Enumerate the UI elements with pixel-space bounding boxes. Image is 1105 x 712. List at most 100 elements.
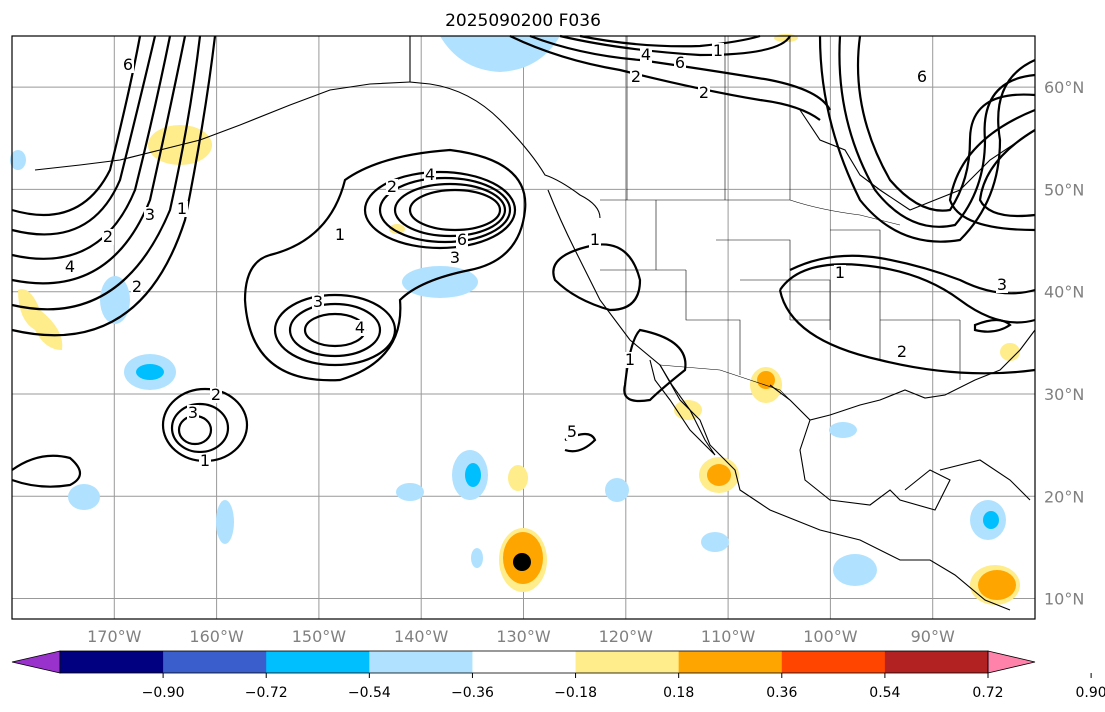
lat-tick-label: 40°N [1044, 283, 1084, 302]
contour-label-bg [102, 229, 114, 245]
shading [10, 34, 1020, 605]
contour-line [856, 35, 1036, 212]
contour-label-bg [640, 47, 652, 63]
contour-label: 4 [65, 257, 75, 276]
shade-lightblue [402, 266, 478, 298]
contour-label-bg [698, 85, 710, 101]
contour-line [11, 35, 202, 311]
shade-lightblue [396, 483, 424, 501]
lon-tick-label: 90°W [911, 627, 955, 646]
shade-lightblue [100, 276, 130, 324]
contour-line [838, 35, 1036, 228]
map-frame [11, 35, 1036, 620]
contour-line [973, 318, 1012, 333]
colorbar-tick-label: −0.54 [348, 685, 391, 701]
contour-label-bg [210, 387, 222, 403]
contour-label-bg [131, 279, 143, 295]
colorbar-segment [781, 651, 886, 673]
contour-label: 4 [425, 165, 435, 184]
shade-yellow [674, 400, 702, 420]
contour-line [288, 302, 382, 358]
lat-tick-label: 20°N [1044, 487, 1084, 506]
us-canada-border [600, 199, 901, 226]
contour-label-bg [566, 424, 578, 440]
contour-line [818, 35, 1036, 243]
lon-tick-label: 100°W [803, 627, 858, 646]
contour-label: 1 [200, 451, 210, 470]
contour-line [948, 108, 1036, 232]
lat-tick-label: 30°N [1044, 385, 1084, 404]
contour-line [11, 35, 142, 217]
contour-line [11, 454, 82, 488]
contour-line [509, 35, 821, 121]
contour-line [393, 182, 507, 238]
contour-label: 1 [177, 199, 187, 218]
contour-label-bg [630, 69, 642, 85]
contour-label-bg [199, 453, 211, 469]
contour-label: 2 [897, 342, 907, 361]
baja [649, 359, 716, 456]
contour-label-bg [187, 405, 199, 421]
colorbar-tick-label: −0.36 [451, 685, 494, 701]
coastlines [34, 36, 1036, 611]
contour-line [529, 34, 831, 111]
contour-label: 4 [355, 318, 365, 337]
shade-yellow [18, 289, 63, 350]
canada-provinces [626, 36, 791, 200]
gridlines [12, 36, 1035, 619]
contour-label-bg [334, 227, 346, 243]
plot-title: 2025090200 F036 [445, 11, 601, 31]
shade-blue [983, 511, 999, 529]
lon-tick-label: 150°W [292, 627, 347, 646]
shade-lightblue [471, 548, 483, 568]
contour-label: 6 [917, 67, 927, 86]
contour-label: 3 [188, 403, 198, 422]
lon-tick-label: 110°W [701, 627, 756, 646]
lon-tick-label: 170°W [87, 627, 142, 646]
shade-orange [757, 371, 775, 389]
shade-yellow [1000, 343, 1020, 361]
caribbean [939, 459, 1031, 501]
colorbar-segment [575, 651, 680, 673]
shade-orange [707, 464, 731, 486]
shade-lightblue [216, 500, 234, 544]
shade-blue [465, 463, 481, 487]
contour-label-bg [449, 250, 461, 266]
colorbar-tick-label: −0.72 [245, 685, 288, 701]
shade-yellow [389, 224, 405, 234]
colorbar-outline [59, 650, 989, 674]
colorbar-extend-min [11, 650, 61, 674]
shade-orange [978, 570, 1016, 600]
contour-label-bg [144, 207, 156, 223]
longitude-labels: 170°W 160°W 150°W 140°W 130°W 120°W 110°W 100°W… [87, 627, 955, 646]
contour-label-bg [916, 69, 928, 85]
contour-label-bg [354, 320, 366, 336]
contour-label: 2 [631, 67, 641, 86]
contour-line [408, 188, 502, 232]
shade-lightblue [605, 478, 629, 502]
lon-tick-label: 140°W [394, 627, 449, 646]
contour-label-bg [176, 201, 188, 217]
lat-tick-label: 60°N [1044, 78, 1084, 97]
contour-label: 2 [211, 385, 221, 404]
contour-line [378, 176, 512, 244]
contour-label-bg [896, 344, 908, 360]
contour-line [363, 170, 517, 250]
west-coast [547, 189, 1011, 611]
contour-line [11, 35, 187, 285]
contour-line [170, 402, 230, 454]
us-mexico-border [659, 364, 811, 421]
colorbar-tick-label: 0.72 [972, 685, 1003, 701]
colorbar-segment [678, 651, 783, 673]
contour-line [243, 148, 527, 382]
contour-label: 1 [335, 225, 345, 244]
contours [11, 34, 1036, 488]
contour-label-bg [312, 294, 324, 310]
aleutians [34, 81, 411, 171]
contour-line [11, 35, 172, 260]
colorbar-tick-label: −0.90 [142, 685, 185, 701]
colorbar: −0.90 −0.72 −0.54 −0.36 −0.18 0.18 0.36 0.54 0.7… [11, 650, 1105, 701]
colorbar-tick-label: −0.18 [554, 685, 597, 701]
